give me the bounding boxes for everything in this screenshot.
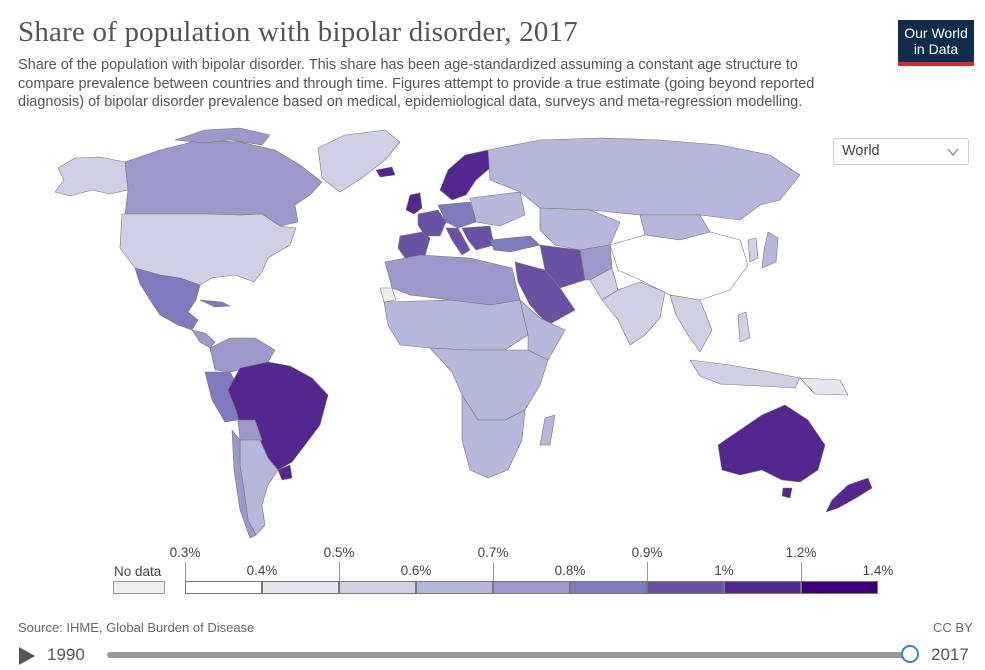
legend-lower-label: 0.4% [246, 563, 278, 578]
legend-upper-label: 0.7% [477, 545, 509, 560]
region-india[interactable] [601, 281, 666, 346]
legend-bin[interactable] [724, 581, 801, 594]
owid-logo[interactable]: Our World in Data [898, 20, 974, 66]
legend-bin[interactable] [339, 581, 416, 594]
region-central-africa[interactable] [429, 347, 549, 421]
region-brazil[interactable] [227, 361, 329, 471]
region-central-europe[interactable] [437, 201, 477, 229]
region-china[interactable] [609, 231, 749, 301]
region-central-america[interactable] [191, 329, 216, 349]
region-canada-islands[interactable] [174, 127, 271, 146]
region-iceland[interactable] [375, 166, 396, 178]
region-korea[interactable] [747, 237, 759, 263]
region-new-guinea[interactable] [799, 377, 849, 396]
region-southern-africa[interactable] [461, 394, 526, 479]
world-map [54, 127, 873, 539]
legend-tick [185, 562, 186, 581]
source-link[interactable]: Source: IHME, Global Burden of Disease [18, 620, 255, 635]
legend-lower-label: 0.6% [400, 563, 432, 578]
region-eastern-europe[interactable] [469, 191, 526, 227]
region-scandinavia[interactable] [439, 149, 491, 201]
logo-line-2: in Data [913, 41, 959, 57]
region-uk[interactable] [405, 192, 423, 215]
region-japan[interactable] [761, 231, 779, 269]
region-mexico[interactable] [134, 267, 201, 331]
chart-title: Share of population with bipolar disorde… [18, 16, 578, 48]
region-uruguay[interactable] [277, 464, 293, 481]
timeline-start-year: 1990 [47, 645, 85, 664]
region-balkans[interactable] [461, 225, 495, 251]
legend-bin[interactable] [493, 581, 570, 594]
timeline-handle[interactable] [901, 645, 919, 663]
chevron-down-icon [947, 148, 959, 157]
legend-bin[interactable] [262, 581, 339, 594]
region-dropdown[interactable]: World [833, 138, 969, 165]
region-new-zealand[interactable] [825, 477, 873, 513]
legend-upper-label: 1.2% [785, 545, 817, 560]
timeline-track[interactable] [107, 652, 910, 658]
region-alaska[interactable] [54, 156, 129, 197]
region-russia[interactable] [487, 137, 801, 221]
region-turkey[interactable] [489, 235, 541, 253]
region-australia[interactable] [717, 404, 826, 483]
chart-subtitle: Share of the population with bipolar dis… [18, 57, 815, 110]
region-canada[interactable] [124, 139, 323, 227]
region-france[interactable] [417, 209, 447, 237]
region-tasmania[interactable] [781, 487, 793, 499]
region-greenland[interactable] [317, 129, 401, 193]
legend-upper-label: 0.9% [631, 545, 663, 560]
region-central-asia[interactable] [539, 207, 621, 251]
legend-bin[interactable] [570, 581, 647, 594]
logo-line-1: Our World [904, 25, 968, 41]
region-north-africa[interactable] [384, 254, 521, 306]
region-sahel[interactable] [383, 299, 529, 351]
region-italy[interactable] [445, 227, 471, 256]
legend-bin[interactable] [416, 581, 493, 594]
legend-upper-label: 0.3% [169, 545, 201, 560]
source-note: Source: IHME, Global Burden of Disease [18, 620, 254, 635]
legend-bin[interactable] [801, 581, 878, 594]
legend-bin[interactable] [185, 581, 262, 594]
legend-lower-label: 1% [714, 563, 734, 578]
region-philippines[interactable] [737, 311, 751, 343]
region-western-sahara[interactable] [379, 287, 397, 303]
legend-lower-label: 0.8% [554, 563, 586, 578]
region-selected-value: World [842, 143, 880, 159]
legend-lower-label: 1.4% [862, 563, 894, 578]
timeline-end-year: 2017 [931, 645, 969, 664]
legend-tick [647, 562, 648, 581]
legend-tick [493, 562, 494, 581]
legend-upper-label: 0.5% [323, 545, 355, 560]
region-madagascar[interactable] [539, 414, 556, 446]
legend-bin[interactable] [647, 581, 724, 594]
region-chile[interactable] [231, 429, 257, 539]
legend-tick [339, 562, 340, 581]
legend-tick [801, 562, 802, 581]
region-cuba[interactable] [199, 299, 231, 308]
region-indochina[interactable] [669, 294, 713, 353]
timeline-track-fill [107, 652, 910, 658]
play-button[interactable] [19, 647, 35, 665]
license-link[interactable]: CC BY [933, 620, 973, 635]
legend-no-data-swatch[interactable] [113, 581, 165, 594]
region-indonesia[interactable] [689, 359, 801, 389]
legend-no-data-label: No data [114, 564, 162, 579]
region-arabia[interactable] [514, 261, 576, 326]
